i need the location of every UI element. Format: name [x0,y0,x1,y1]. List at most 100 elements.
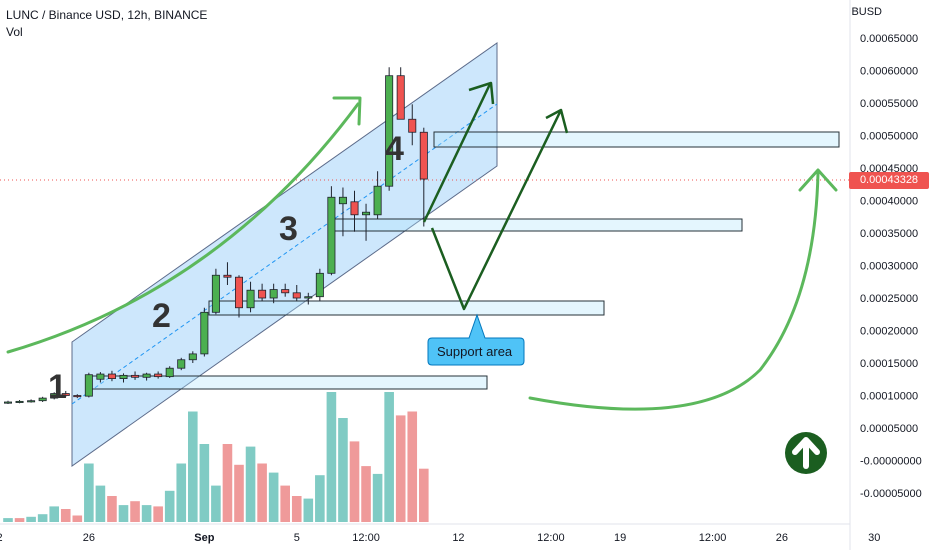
y-tick-label: 0.00025000 [860,293,918,305]
x-tick-label: 26 [83,532,95,544]
x-tick-label: 30 [868,532,880,544]
candle-body [246,289,255,309]
support-callout-label: Support area [437,344,513,359]
volume-bar [372,473,383,522]
volume-bar [164,490,175,522]
projection-curve-arrow [528,171,820,411]
time-axis: 22 26 Sep 5 12:00 12 12:00 19 12:00 26 30 [0,532,880,544]
volume-bar [326,392,337,522]
x-tick-label: 22 [0,532,3,544]
volume-bar [3,518,13,522]
candle-body [396,75,405,120]
wave-label-4: 4 [385,130,404,168]
y-tick-label: 0.00005000 [860,423,918,435]
volume-bar [407,411,418,522]
channel-midline [71,103,498,405]
volume-bar [95,485,106,522]
volume-bar [199,444,210,522]
candle-body [338,196,347,205]
candle-body [419,131,428,180]
y-tick-label: -0.00005000 [860,488,922,500]
candlesticks [4,67,428,404]
scenario-dip-line [430,111,562,311]
volume-bar [49,506,59,522]
candle-body [327,196,336,274]
y-tick-label: 0.00065000 [860,33,918,45]
volume-legend: Vol [6,25,23,39]
candle-body [27,400,36,403]
volume-bar [257,463,267,522]
candle-body [165,367,174,378]
candle-body [84,374,93,397]
candle-body [385,75,394,187]
scenario-up-arrowhead [468,81,495,105]
trend-curve-arrowhead [332,96,362,126]
y-tick-label: -0.00000000 [860,456,922,468]
candle-body [96,373,105,380]
scenario-up-line [422,83,492,223]
volume-bar [211,485,221,522]
volume-bar [245,446,256,522]
candle-body [154,373,163,378]
candle-body [362,211,371,216]
candle-body [188,353,197,361]
volume-bar [72,515,83,522]
x-tick-label: 12:00 [699,532,727,544]
volume-bar [280,485,290,522]
volume-bar [291,496,302,522]
price-axis: 0.00065000 0.00060000 0.00055000 0.00050000… [860,33,922,500]
candle-body [350,201,359,216]
y-tick-label: 0.00040000 [860,196,918,208]
candle-body [73,395,82,398]
volume-bars [3,392,429,522]
support-callout [427,313,525,366]
volume-bar [26,516,36,522]
volume-bar [303,498,314,522]
candle-body [142,373,151,378]
x-tick-label: 5 [294,532,300,544]
y-tick-label: 0.00060000 [860,66,918,78]
x-tick-label: 12 [452,532,464,544]
zone-support [208,300,605,316]
volume-bar [176,463,187,522]
candle-body [223,274,232,278]
zone-mid [329,218,743,232]
volume-bar [14,518,25,522]
volume-bar [141,505,152,522]
projection-curve-arrowhead [798,168,838,192]
candle-body [258,289,267,299]
y-tick-label: 0.00050000 [860,131,918,143]
volume-bar [153,506,163,522]
volume-bar [107,496,117,522]
candle-body [408,118,417,133]
volume-bar [349,441,360,522]
volume-bar [130,501,140,522]
volume-bar [234,464,244,522]
y-tick-label: 0.00035000 [860,228,918,240]
x-tick-label: Sep [194,532,214,544]
volume-bar [60,509,71,522]
x-tick-label: 26 [776,532,788,544]
current-price-tag: 0.00043328 [849,172,929,189]
wave-label-3: 3 [279,210,298,248]
volume-bar [84,463,94,522]
candle-body [107,373,116,379]
candle-body [234,276,243,309]
candle-body [281,289,290,294]
wave-label-1: 1 [48,368,67,406]
volume-bar [384,392,394,522]
candle-body [131,374,140,378]
candle-body [315,272,324,298]
trend-curve-arrow [6,102,360,354]
volume-bar [361,466,371,522]
volume-bar [395,415,406,522]
volume-bar [37,514,48,522]
candle-body [292,292,301,299]
arrow-up-icon [785,432,827,474]
scenario-dip-arrowhead [545,108,569,134]
y-tick-label: 0.00030000 [860,261,918,273]
volume-bar [419,468,429,522]
chart-title: LUNC / Binance USD, 12h, BINANCE [6,8,208,22]
